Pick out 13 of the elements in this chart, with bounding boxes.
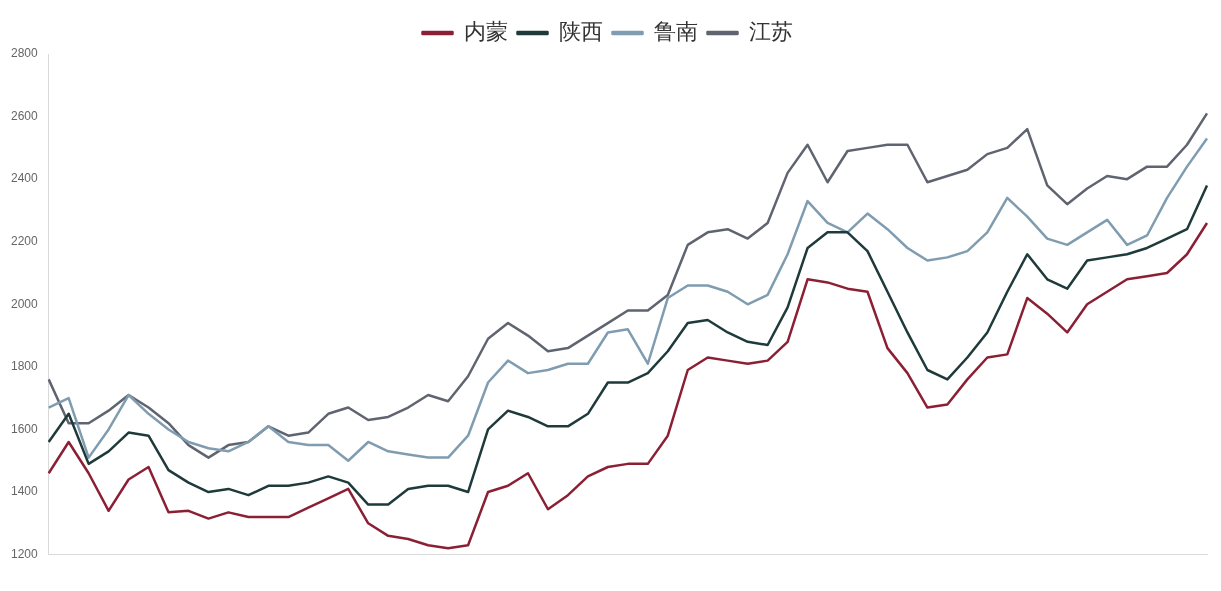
y-tick-label: 1800	[10, 359, 39, 374]
y-tick-label: 2400	[10, 171, 39, 186]
legend-label: 江苏	[748, 18, 793, 44]
y-tick-label: 2800	[10, 46, 39, 61]
y-tick-label: 2000	[10, 296, 39, 311]
y-tick-label: 1200	[10, 546, 39, 561]
y-tick-label: 1400	[10, 484, 39, 499]
y-tick-label: 1600	[10, 421, 39, 436]
y-tick-label: 2600	[10, 108, 39, 123]
legend-label: 鲁南	[653, 18, 698, 44]
legend-label: 内蒙	[463, 18, 508, 44]
y-tick-label: 2200	[10, 234, 39, 249]
legend-label: 陕西	[558, 18, 603, 44]
